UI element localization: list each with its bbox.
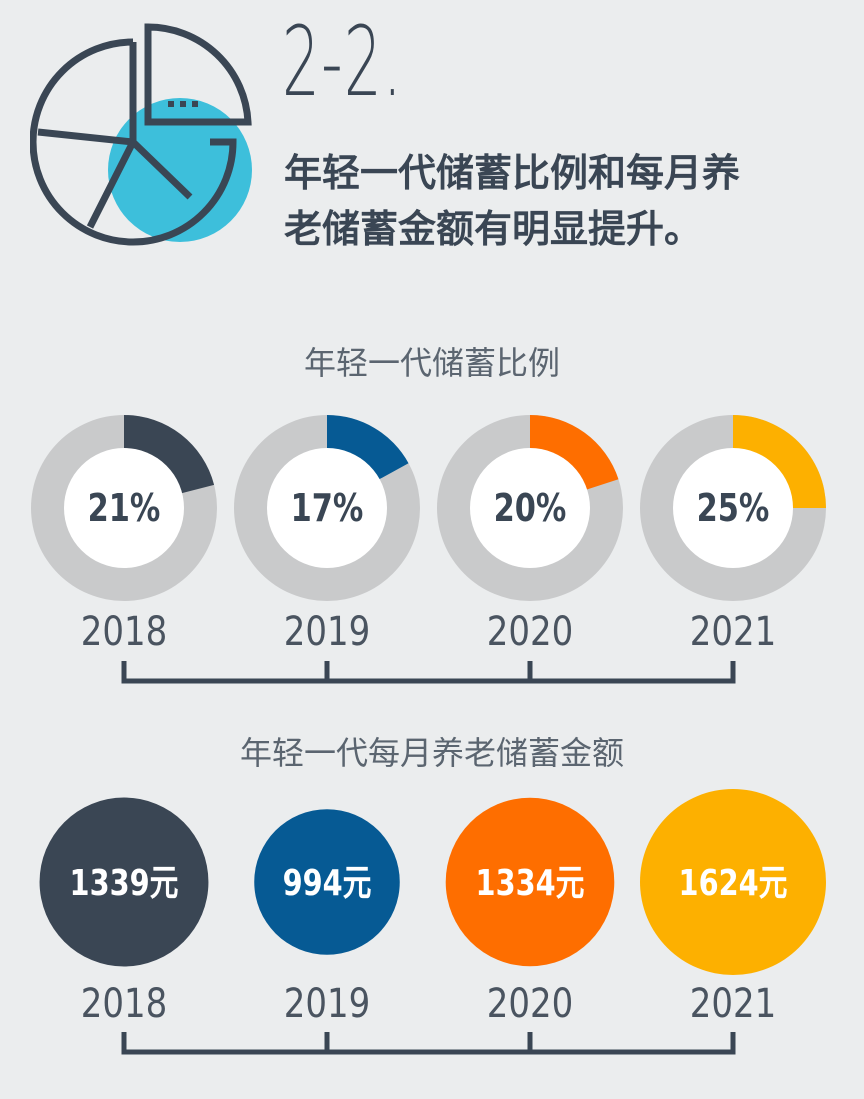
bubble <box>39 797 209 967</box>
bubble-2020: 1334元 2020 <box>445 797 615 1027</box>
bubble <box>640 789 826 975</box>
year-label: 2021 <box>690 608 777 654</box>
bubble-value-label: 1339元 <box>70 862 179 904</box>
savings-ratio-title: 年轻一代储蓄比例 <box>303 344 560 382</box>
donut-hole <box>267 448 387 568</box>
donut-2020: 20% 2020 <box>437 415 623 655</box>
headline: 年轻一代储蓄比例和每月养 老储蓄金额有明显提升。 <box>284 145 844 257</box>
donut-value-label: 21% <box>88 487 161 531</box>
donut-hole <box>673 448 793 568</box>
icon-dot <box>180 101 186 107</box>
year-label: 2019 <box>284 608 371 654</box>
bubble-2018: 1339元 2018 <box>39 797 209 1027</box>
monthly-savings-chart: 1339元 2018 994元 2019 1334元 2020 1624元 2021 <box>39 789 826 1055</box>
savings-ratio-chart: 21% 2018 17% 2019 20% 2020 25% 2021 <box>31 415 826 684</box>
bubble-2019: 994元 2019 <box>254 809 400 1027</box>
bubble <box>254 809 400 955</box>
year-label: 2021 <box>690 980 777 1026</box>
year-label: 2020 <box>487 608 574 654</box>
donut-value-label: 20% <box>494 487 567 531</box>
donut-value-label: 25% <box>697 487 770 531</box>
monthly-savings-title: 年轻一代每月养老储蓄金额 <box>239 734 624 772</box>
bubble-value-label: 1624元 <box>679 862 788 904</box>
icon-pie-outline <box>30 38 237 246</box>
pie-chart-icon <box>30 23 252 246</box>
section-number: 2-2. <box>282 6 404 118</box>
headline-line-1: 年轻一代储蓄比例和每月养 <box>284 151 741 195</box>
donut-2019: 17% 2019 <box>234 415 420 655</box>
year-label: 2019 <box>284 980 371 1026</box>
donut-hole <box>470 448 590 568</box>
bubble-value-label: 994元 <box>283 862 372 904</box>
axis-bracket <box>121 1032 736 1055</box>
year-label: 2018 <box>81 980 168 1026</box>
bubble <box>445 797 615 967</box>
donut-2021: 25% 2021 <box>640 415 826 655</box>
icon-dot <box>168 101 174 107</box>
donut-value-label: 17% <box>291 487 364 531</box>
bubble-value-label: 1334元 <box>476 862 585 904</box>
axis-bracket <box>121 661 736 684</box>
headline-line-2: 老储蓄金额有明显提升。 <box>284 207 703 251</box>
year-label: 2020 <box>487 980 574 1026</box>
donut-hole <box>64 448 184 568</box>
year-label: 2018 <box>81 608 168 654</box>
bubble-2021: 1624元 2021 <box>640 789 826 1027</box>
icon-accent-circle <box>108 98 252 242</box>
icon-dot <box>192 101 198 107</box>
donut-2018: 21% 2018 <box>31 415 217 655</box>
icon-pie-slice <box>144 23 252 126</box>
